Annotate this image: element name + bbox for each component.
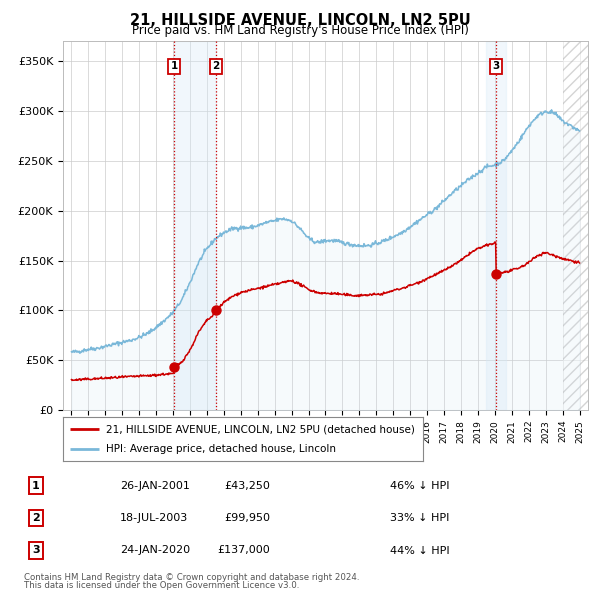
Text: 1: 1 <box>170 61 178 71</box>
Text: 44% ↓ HPI: 44% ↓ HPI <box>390 546 449 555</box>
Text: 26-JAN-2001: 26-JAN-2001 <box>120 481 190 490</box>
Text: HPI: Average price, detached house, Lincoln: HPI: Average price, detached house, Linc… <box>106 444 336 454</box>
Text: This data is licensed under the Open Government Licence v3.0.: This data is licensed under the Open Gov… <box>24 581 299 590</box>
Text: 3: 3 <box>493 61 500 71</box>
Text: £137,000: £137,000 <box>217 546 270 555</box>
Bar <box>174 41 216 410</box>
Text: £43,250: £43,250 <box>224 481 270 490</box>
Text: 18-JUL-2003: 18-JUL-2003 <box>120 513 188 523</box>
Text: 46% ↓ HPI: 46% ↓ HPI <box>390 481 449 490</box>
Text: £99,950: £99,950 <box>224 513 270 523</box>
Text: Contains HM Land Registry data © Crown copyright and database right 2024.: Contains HM Land Registry data © Crown c… <box>24 572 359 582</box>
Text: 2: 2 <box>32 513 40 523</box>
Text: Price paid vs. HM Land Registry's House Price Index (HPI): Price paid vs. HM Land Registry's House … <box>131 24 469 37</box>
Text: 21, HILLSIDE AVENUE, LINCOLN, LN2 5PU: 21, HILLSIDE AVENUE, LINCOLN, LN2 5PU <box>130 13 470 28</box>
Text: 24-JAN-2020: 24-JAN-2020 <box>120 546 190 555</box>
Text: 2: 2 <box>212 61 220 71</box>
Bar <box>486 41 506 410</box>
Text: 21, HILLSIDE AVENUE, LINCOLN, LN2 5PU (detached house): 21, HILLSIDE AVENUE, LINCOLN, LN2 5PU (d… <box>106 424 415 434</box>
Text: 33% ↓ HPI: 33% ↓ HPI <box>390 513 449 523</box>
Text: 3: 3 <box>32 546 40 555</box>
Text: 1: 1 <box>32 481 40 490</box>
